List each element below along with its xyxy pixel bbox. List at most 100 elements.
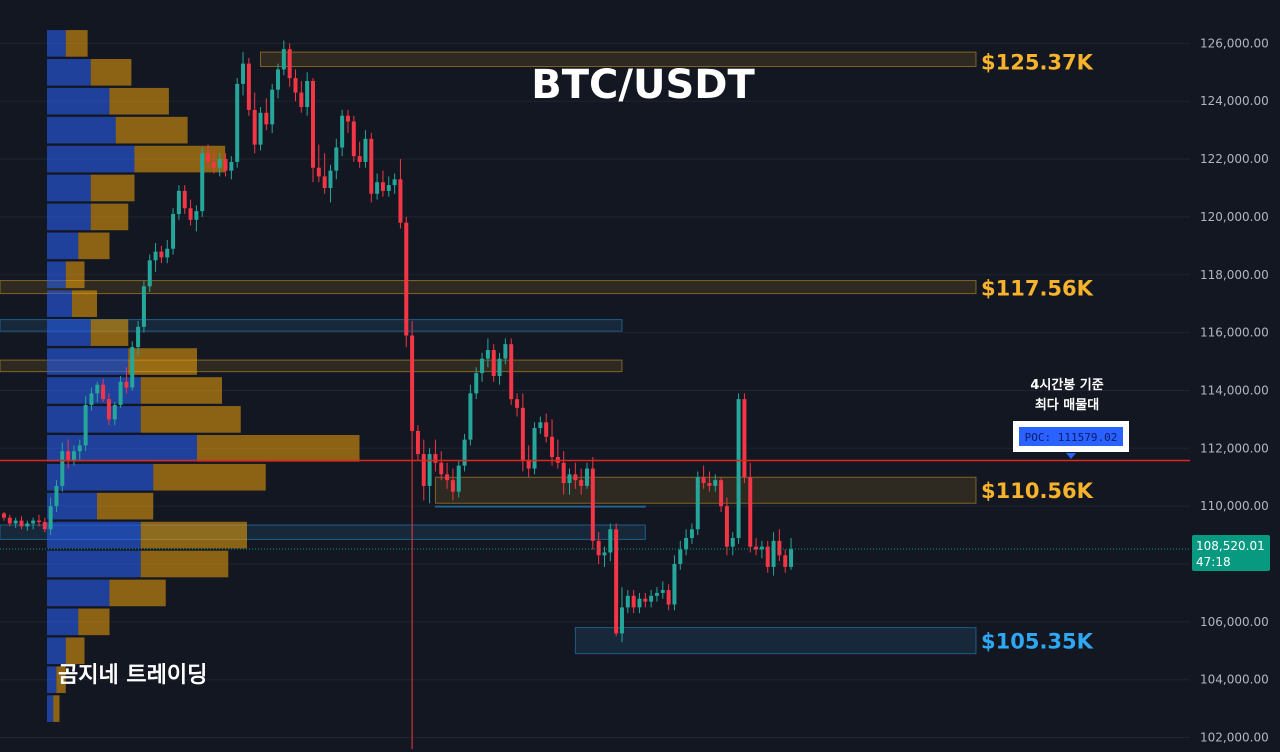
candle-body — [602, 552, 607, 556]
current-price-tag-bg — [1192, 535, 1270, 571]
vp-sell-bar — [53, 695, 60, 722]
vp-sell-bar — [134, 145, 226, 173]
vp-buy-bar — [47, 521, 141, 549]
candle-body — [36, 520, 41, 523]
candle-body — [643, 598, 648, 602]
vp-buy-bar — [47, 261, 66, 289]
candle-body — [345, 115, 350, 122]
candle-body — [503, 344, 508, 359]
candle-body — [60, 451, 65, 486]
chart-title: BTC/USDT — [531, 62, 755, 108]
poc-note-line2: 최다 매물대 — [1035, 397, 1099, 413]
candle-body — [19, 520, 24, 527]
level-label: $125.37K — [981, 51, 1094, 75]
candle-body — [153, 251, 158, 261]
candle-body — [322, 176, 327, 188]
candle-body — [462, 439, 467, 466]
zone-rect — [0, 359, 623, 373]
vp-sell-bar — [90, 203, 129, 231]
poc-pointer-icon — [1066, 453, 1076, 459]
vp-sell-bar — [140, 550, 229, 578]
candle-body — [695, 477, 700, 530]
candle-body — [666, 590, 671, 605]
candle-body — [328, 170, 333, 188]
candle-body — [701, 477, 706, 484]
candle-body — [480, 358, 485, 374]
level-labels: $125.37K $117.56K $110.56K $105.35K — [981, 51, 1094, 654]
candle-body — [246, 63, 251, 110]
candle-body — [112, 404, 117, 420]
candle-body — [427, 454, 432, 486]
price-zones — [0, 51, 977, 655]
candle-body — [765, 546, 770, 567]
candle-body — [649, 595, 654, 602]
candle-body — [713, 480, 718, 486]
candle-body — [456, 465, 461, 492]
candle-body — [573, 474, 578, 481]
level-label: $110.56K — [981, 479, 1094, 503]
candle-body — [124, 381, 129, 388]
candle-body — [101, 384, 106, 400]
candle-body — [544, 422, 549, 437]
candle-body — [538, 422, 543, 429]
candle-body — [678, 549, 683, 564]
zone-rect — [0, 319, 623, 332]
vp-buy-bar — [47, 695, 54, 722]
candle-body — [485, 349, 490, 359]
candle-body — [171, 214, 176, 249]
candle-body — [340, 115, 345, 148]
candle-body — [54, 485, 59, 507]
vp-sell-bar — [109, 87, 169, 115]
vp-sell-bar — [90, 59, 132, 86]
y-tick-label: 114,000.00 — [1200, 383, 1269, 397]
candle-body — [223, 159, 228, 171]
candle-body — [351, 121, 356, 157]
candle-body — [631, 595, 636, 608]
current-price-countdown: 47:18 — [1196, 555, 1231, 569]
candle-body — [608, 529, 613, 553]
candle-body — [590, 468, 595, 541]
candle-body — [176, 190, 181, 215]
vp-buy-bar — [47, 666, 57, 693]
candle-body — [421, 454, 426, 486]
vp-buy-bar — [47, 319, 91, 346]
candle-body — [369, 138, 374, 194]
poc-label: POC: 111579.02 — [1025, 431, 1118, 444]
candle-body — [165, 248, 170, 258]
watermark-brand: 곰지네 트레이딩 — [58, 663, 207, 688]
vp-buy-bar — [47, 145, 135, 173]
vp-sell-bar — [128, 348, 197, 375]
vp-buy-bar — [47, 377, 141, 404]
candle-body — [520, 407, 525, 460]
poc-note-line1: 4시간봉 기준 — [1030, 377, 1103, 393]
candle-body — [77, 445, 82, 452]
candle-body — [71, 451, 76, 460]
vp-buy-bar — [47, 232, 79, 260]
candle-body — [497, 358, 502, 376]
y-tick-label: 104,000.00 — [1200, 673, 1269, 687]
candle-body — [672, 564, 677, 605]
candle-body — [439, 462, 444, 475]
candle-body — [619, 607, 624, 634]
candle-body — [235, 83, 240, 162]
candle-body — [310, 80, 315, 168]
candle-body — [509, 344, 514, 400]
candle-body — [83, 404, 88, 446]
vp-sell-bar — [65, 30, 88, 57]
candle-body — [491, 349, 496, 376]
vp-buy-bar — [47, 116, 116, 144]
poc-box — [1019, 427, 1123, 446]
vp-sell-bar — [90, 319, 129, 346]
candle-body — [585, 468, 589, 486]
candle-body — [159, 251, 164, 258]
candle-body — [375, 182, 380, 194]
y-tick-label: 122,000.00 — [1200, 152, 1269, 166]
candle-body — [789, 548, 794, 567]
candle-body — [410, 335, 415, 431]
candle-body — [334, 147, 339, 171]
candle-body — [281, 49, 286, 70]
candle-body — [25, 523, 30, 527]
vp-sell-bar — [90, 174, 135, 202]
vp-buy-bar — [47, 579, 110, 607]
